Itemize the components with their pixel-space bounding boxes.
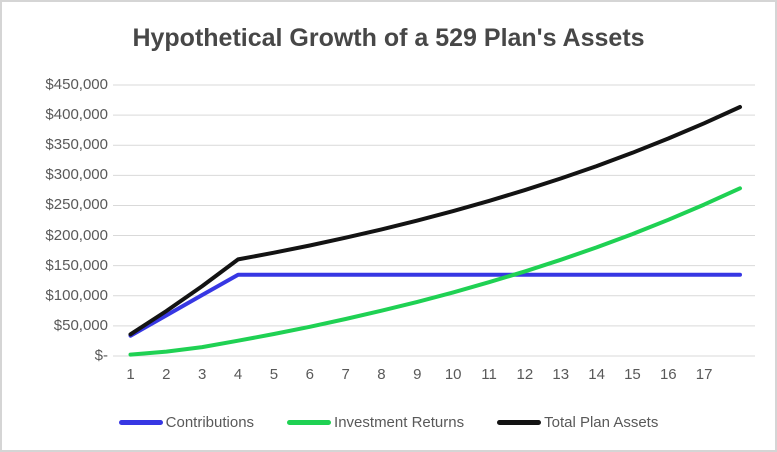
x-axis-tick-label: 9 <box>413 366 422 383</box>
y-axis-tick-label: $200,000 <box>45 226 108 244</box>
x-axis-tick-label: 1 <box>126 366 135 383</box>
x-axis-tick-label: 2 <box>162 366 171 383</box>
y-axis-tick-label: $100,000 <box>45 286 108 304</box>
legend-label: Contributions <box>165 414 255 431</box>
x-axis-tick-label: 13 <box>552 366 570 383</box>
gridlines <box>113 84 755 357</box>
legend-line-marker <box>497 420 542 425</box>
x-axis-tick-label: 3 <box>198 366 207 383</box>
x-axis-tick-label: 7 <box>341 366 350 383</box>
x-axis-tick-label: 17 <box>695 366 713 383</box>
x-axis-tick-label: 4 <box>233 366 243 383</box>
x-axis-tick-label: 10 <box>444 366 462 383</box>
legend-label: Total Plan Assets <box>544 414 659 431</box>
legend-item-total-plan-assets: Total Plan Assets <box>497 414 658 431</box>
legend: Contributions Investment Returns Total Pla… <box>2 414 775 431</box>
x-axis-tick-label: 11 <box>481 366 497 383</box>
y-axis-tick-label: $50,000 <box>53 316 108 334</box>
legend-line-marker <box>118 420 163 425</box>
y-axis-tick-label: $450,000 <box>45 76 108 93</box>
y-axis-tick-label: $250,000 <box>45 196 108 214</box>
y-axis-tick-label: $300,000 <box>45 166 108 184</box>
series-line-total-plan-assets <box>128 105 742 337</box>
legend-label: Investment Returns <box>334 414 465 431</box>
series-line-investment-returns <box>128 186 742 357</box>
x-axis-tick-label: 15 <box>624 366 641 383</box>
chart-title: Hypothetical Growth of a 529 Plan's Asse… <box>132 24 645 52</box>
x-axis-tick-label: 5 <box>269 366 279 383</box>
x-axis-tick-label: 12 <box>516 366 534 383</box>
x-axis-tick-label: 14 <box>588 366 605 383</box>
legend-item-contributions: Contributions <box>118 414 255 431</box>
series-lines <box>128 105 742 357</box>
series-line-contributions <box>128 272 742 338</box>
x-axis-tick-label: 8 <box>377 366 386 383</box>
x-axis-tick-label: 16 <box>659 366 677 383</box>
y-axis-tick-label: $400,000 <box>45 106 108 124</box>
y-axis-tick-label: $150,000 <box>45 256 108 274</box>
y-axis-tick-label: $- <box>94 347 108 364</box>
x-axis-tick-label: 6 <box>305 366 314 383</box>
legend-line-marker <box>287 420 332 425</box>
y-axis-tick-label: $350,000 <box>45 136 108 154</box>
legend-item-investment-returns: Investment Returns <box>287 414 464 431</box>
